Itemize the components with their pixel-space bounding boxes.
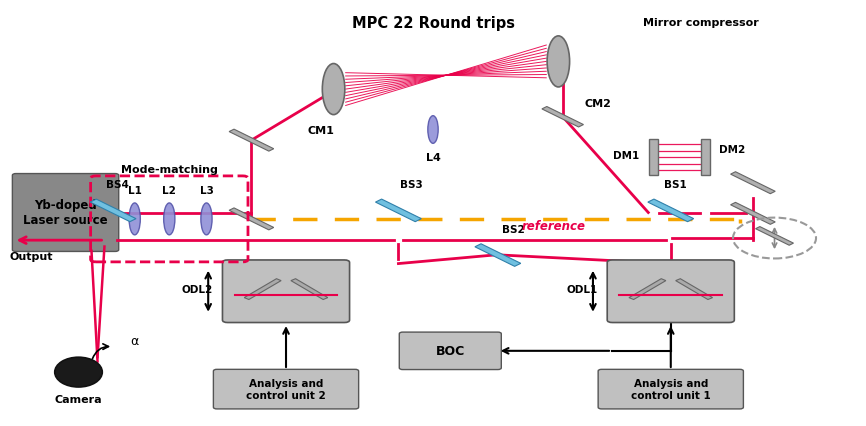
Polygon shape — [629, 279, 666, 300]
FancyBboxPatch shape — [701, 140, 710, 176]
Polygon shape — [90, 200, 136, 222]
Text: reference: reference — [522, 219, 586, 232]
Text: Analysis and
control unit 2: Analysis and control unit 2 — [246, 378, 326, 400]
Text: Mirror compressor: Mirror compressor — [643, 17, 759, 28]
Text: α: α — [131, 334, 139, 347]
Polygon shape — [755, 227, 793, 246]
Text: L2: L2 — [162, 186, 177, 196]
Ellipse shape — [164, 204, 175, 235]
Polygon shape — [731, 173, 775, 194]
Ellipse shape — [428, 116, 438, 144]
Polygon shape — [291, 279, 328, 300]
Text: BS1: BS1 — [663, 180, 687, 190]
Text: L1: L1 — [128, 186, 142, 196]
Text: Analysis and
control unit 1: Analysis and control unit 1 — [631, 378, 711, 400]
Text: Yb-doped
Laser source: Yb-doped Laser source — [23, 199, 108, 227]
Polygon shape — [648, 200, 694, 222]
Ellipse shape — [201, 204, 212, 235]
Text: ODL2: ODL2 — [181, 285, 212, 294]
Text: DM2: DM2 — [719, 144, 746, 154]
FancyBboxPatch shape — [598, 369, 743, 409]
Polygon shape — [229, 130, 274, 152]
Polygon shape — [229, 208, 274, 230]
FancyBboxPatch shape — [12, 174, 119, 252]
Ellipse shape — [55, 357, 102, 387]
Polygon shape — [244, 279, 281, 300]
Polygon shape — [675, 279, 713, 300]
Text: Mode-matching: Mode-matching — [121, 165, 217, 175]
FancyBboxPatch shape — [223, 260, 350, 323]
Ellipse shape — [547, 37, 570, 88]
Text: BS2: BS2 — [502, 224, 525, 234]
Text: CM1: CM1 — [307, 126, 334, 136]
Text: BS4: BS4 — [106, 180, 129, 190]
Text: BOC: BOC — [436, 345, 465, 357]
Polygon shape — [376, 200, 422, 222]
Polygon shape — [731, 203, 775, 225]
Text: ODL1: ODL1 — [566, 285, 598, 294]
Ellipse shape — [129, 204, 140, 235]
Text: L4: L4 — [425, 153, 441, 163]
FancyBboxPatch shape — [607, 260, 734, 323]
Polygon shape — [475, 244, 520, 267]
Text: BS3: BS3 — [400, 180, 423, 190]
Text: L3: L3 — [199, 186, 213, 196]
Text: DM1: DM1 — [613, 151, 640, 161]
FancyBboxPatch shape — [649, 140, 658, 176]
FancyBboxPatch shape — [399, 332, 501, 370]
FancyBboxPatch shape — [213, 369, 359, 409]
Text: MPC 22 Round trips: MPC 22 Round trips — [352, 16, 514, 31]
Text: Camera: Camera — [55, 394, 102, 404]
Text: CM2: CM2 — [585, 98, 611, 108]
Polygon shape — [542, 107, 584, 128]
Ellipse shape — [322, 64, 345, 115]
Text: Output: Output — [10, 251, 53, 261]
